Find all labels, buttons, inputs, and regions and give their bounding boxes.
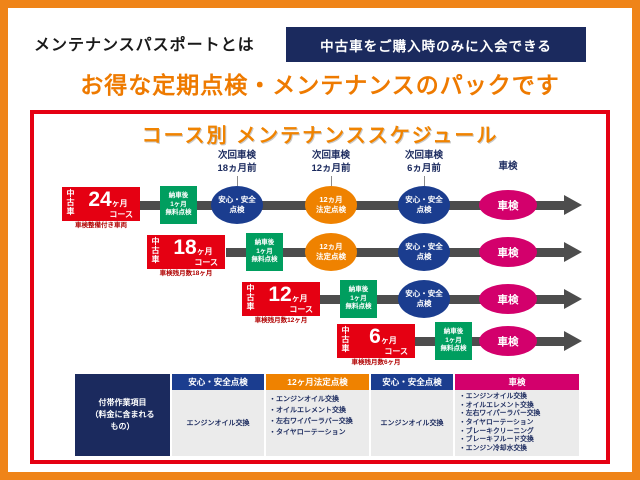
course-suffix: コース: [289, 305, 313, 314]
timeline-tick: [424, 176, 425, 186]
course-box: 中古車 18 ヶ月 コース: [147, 235, 225, 269]
course-box: 中古車 6 ヶ月 コース: [337, 324, 415, 358]
event-shaken: 車検: [479, 190, 537, 220]
course-months: 12: [268, 283, 292, 306]
course-suffix: コース: [194, 258, 218, 267]
table-col-header: 安心・安全点検: [172, 374, 264, 390]
course-box: 中古車 24 ヶ月 コース: [62, 187, 140, 221]
table-col-header: 12ヶ月法定点検: [266, 374, 369, 390]
course-note: 車検残月数6ヶ月: [351, 359, 401, 366]
timeline-header-18m: 次回車検 18ヵ月前: [217, 150, 257, 174]
event-shaken: 車検: [479, 237, 537, 267]
course-24-months: 中古車 24 ヶ月 コース 車検整備付き車両: [62, 187, 140, 229]
table-col-shaken: 車検 ・エンジンオイル交換 ・オイルエレメント交換 ・左右ワイパーラバー交換 ・…: [455, 374, 579, 456]
timeline-arrow-head: [564, 289, 582, 309]
course-unit: ヶ月: [380, 336, 397, 345]
course-note: 車検残月数12ヶ月: [254, 317, 308, 324]
table-col-items: ・エンジンオイル交換 ・オイルエレメント交換 ・左右ワイパーラバー交換 ・タイヤ…: [455, 390, 579, 456]
table-row-header: 付帯作業項目 （料金に含まれる もの）: [75, 374, 170, 456]
course-note: 車検整備付き車両: [75, 222, 127, 229]
timeline-arrow: [226, 248, 564, 257]
timeline-tick: [331, 176, 332, 186]
timeline-header-12m: 次回車検 12ヵ月前: [311, 150, 351, 174]
course-months: 24: [88, 188, 112, 211]
schedule-title: コース別 メンテナンススケジュール: [141, 125, 499, 147]
timeline-arrow-head: [564, 195, 582, 215]
table-col-safety-check-1: 安心・安全点検 エンジンオイル交換: [172, 374, 264, 456]
event-safety-check: 安心・安全 点検: [398, 233, 450, 271]
course-unit: ヶ月: [196, 247, 213, 256]
event-safety-check: 安心・安全 点検: [398, 186, 450, 224]
table-col-legal-inspection: 12ヶ月法定点検 ・エンジンオイル交換 ・オイルエレメント交換 ・左右ワイパーラ…: [266, 374, 369, 456]
event-shaken: 車検: [479, 326, 537, 356]
course-box: 中古車 12 ヶ月 コース: [242, 282, 320, 316]
course-suffix: コース: [109, 210, 133, 219]
timeline-arrow-head: [564, 242, 582, 262]
course-car-type-label: 中古車: [66, 189, 75, 216]
headline: お得な定期点検・メンテナンスのパックです: [80, 72, 560, 98]
timeline-header-shaken: 車検: [498, 161, 518, 172]
event-safety-check: 安心・安全 点検: [398, 280, 450, 318]
event-safety-check: 安心・安全 点検: [211, 186, 263, 224]
timeline-tick: [237, 176, 238, 186]
table-col-header: 安心・安全点検: [371, 374, 453, 390]
course-18-months: 中古車 18 ヶ月 コース 車検残月数18ヶ月: [147, 235, 225, 277]
course-6-months: 中古車 6 ヶ月 コース 車検残月数6ヶ月: [337, 324, 415, 366]
course-months: 18: [173, 236, 197, 259]
event-delivery-free-check: 納車後 1ヶ月 無料点検: [160, 186, 197, 224]
event-legal-inspection: 12ヵ月 法定点検: [305, 186, 357, 224]
course-months: 6: [369, 325, 381, 348]
course-car-type-label: 中古車: [151, 237, 160, 264]
course-12-months: 中古車 12 ヶ月 コース 車検残月数12ヶ月: [242, 282, 320, 324]
course-suffix: コース: [384, 347, 408, 356]
course-car-type-label: 中古車: [341, 326, 350, 353]
table-col-items: ・エンジンオイル交換 ・オイルエレメント交換 ・左右ワイパーラバー交換 ・タイヤ…: [266, 390, 369, 456]
table-col-header: 車検: [455, 374, 579, 390]
timeline-arrow-head: [564, 331, 582, 351]
timeline-header-6m: 次回車検 6ヵ月前: [404, 150, 444, 174]
table-col-items: エンジンオイル交換: [172, 390, 264, 456]
table-col-items: エンジンオイル交換: [371, 390, 453, 456]
event-legal-inspection: 12ヵ月 法定点検: [305, 233, 357, 271]
event-delivery-free-check: 納車後 1ヶ月 無料点検: [435, 322, 472, 360]
course-unit: ヶ月: [111, 199, 128, 208]
event-shaken: 車検: [479, 284, 537, 314]
course-car-type-label: 中古車: [246, 284, 255, 311]
event-delivery-free-check: 納車後 1ヶ月 無料点検: [246, 233, 283, 271]
membership-condition-badge: 中古車をご購入時のみに入会できる: [286, 27, 586, 62]
course-unit: ヶ月: [291, 294, 308, 303]
course-note: 車検残月数18ヶ月: [159, 270, 213, 277]
table-col-safety-check-2: 安心・安全点検 エンジンオイル交換: [371, 374, 453, 456]
event-delivery-free-check: 納車後 1ヶ月 無料点検: [340, 280, 377, 318]
page-title: メンテナンスパスポートとは: [34, 37, 255, 54]
